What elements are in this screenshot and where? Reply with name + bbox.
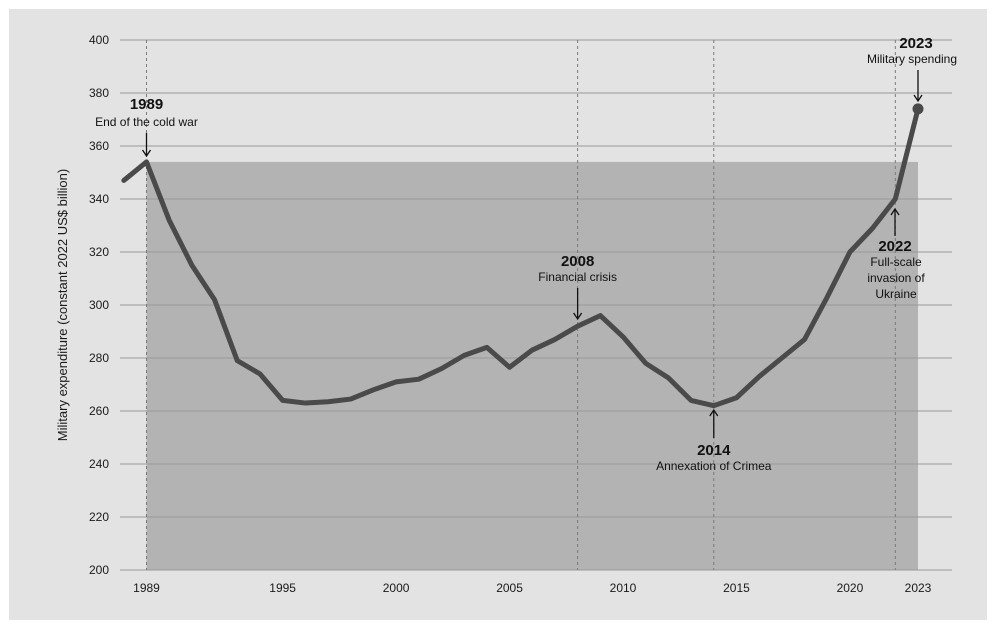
x-tick-label: 2000 bbox=[383, 581, 410, 595]
annotation-2008-text: Financial crisis bbox=[538, 270, 617, 284]
y-tick-label: 300 bbox=[89, 298, 109, 312]
y-tick-label: 320 bbox=[89, 245, 109, 259]
y-axis-ticks: 200 220 240 260 280 300 320 340 360 380 400 bbox=[89, 33, 109, 577]
annotation-2022-text-line1: Full-scale bbox=[870, 255, 922, 269]
annotation-2014-text: Annexation of Crimea bbox=[656, 459, 772, 473]
y-tick-label: 260 bbox=[89, 404, 109, 418]
arrow-head bbox=[141, 149, 152, 158]
annotation-2023-year: 2023 bbox=[899, 35, 932, 52]
arrow-head bbox=[573, 312, 583, 321]
x-tick-label: 1989 bbox=[133, 581, 160, 595]
endpoint-marker bbox=[912, 103, 924, 115]
series-layer bbox=[121, 103, 924, 409]
annotation-2023-text: Military spending bbox=[867, 52, 957, 66]
arrow-head bbox=[890, 207, 900, 216]
y-tick-label: 280 bbox=[89, 351, 109, 365]
annotation-1989-text: End of the cold war bbox=[95, 115, 198, 129]
arrow-head bbox=[709, 408, 719, 417]
annotation-2008-year: 2008 bbox=[561, 253, 594, 270]
y-tick-label: 240 bbox=[89, 457, 109, 471]
y-tick-label: 360 bbox=[89, 139, 109, 153]
shaded-region bbox=[146, 161, 918, 570]
y-tick-label: 340 bbox=[89, 192, 109, 206]
annotation-2022-text-line2: invasion of bbox=[867, 271, 925, 285]
annotation-2014-year: 2014 bbox=[697, 442, 731, 459]
arrow-head bbox=[913, 94, 923, 103]
x-tick-label: 2023 bbox=[905, 581, 932, 595]
y-tick-label: 400 bbox=[89, 33, 109, 47]
gridlines bbox=[120, 39, 952, 571]
annotation-2022-text-line3: Ukraine bbox=[875, 287, 917, 301]
x-tick-label: 2020 bbox=[837, 581, 864, 595]
y-axis-label: Military expenditure (constant 2022 US$ … bbox=[55, 169, 70, 441]
y-tick-label: 200 bbox=[89, 563, 109, 577]
x-tick-label: 2005 bbox=[496, 581, 523, 595]
y-tick-label: 220 bbox=[89, 510, 109, 524]
annotation-1989-year: 1989 bbox=[130, 96, 163, 113]
annotation-2022-year: 2022 bbox=[878, 238, 911, 255]
x-tick-label: 2010 bbox=[610, 581, 637, 595]
x-tick-label: 1995 bbox=[269, 581, 296, 595]
y-tick-label: 380 bbox=[89, 86, 109, 100]
series-line bbox=[121, 106, 921, 409]
shaded-region-layer bbox=[146, 161, 918, 570]
x-axis-ticks: 1989 1995 2000 2005 2010 2015 2020 2023 bbox=[133, 581, 932, 595]
x-tick-label: 2015 bbox=[723, 581, 750, 595]
